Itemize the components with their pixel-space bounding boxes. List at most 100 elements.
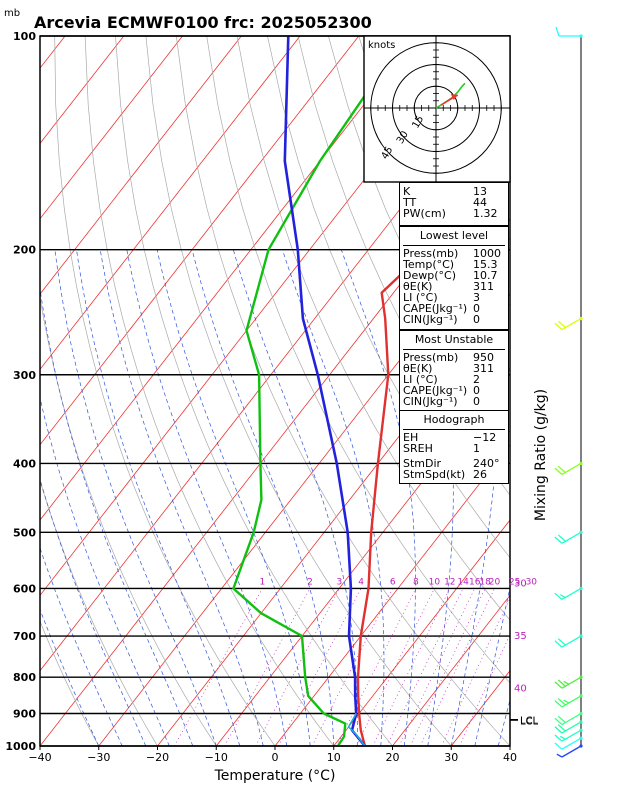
wind-barb bbox=[554, 461, 583, 476]
lowest-level-row: Dewp(°C) 10.7 bbox=[400, 270, 508, 281]
barb-dot bbox=[579, 720, 583, 724]
wind-barb bbox=[554, 711, 583, 726]
barb-dot bbox=[579, 634, 583, 638]
lcl-label: LCL bbox=[520, 716, 539, 727]
index-row: PW(cm) 1.32 bbox=[403, 207, 498, 220]
mixing-ratio-line bbox=[174, 588, 263, 746]
hodograph-stat-row: StmSpd(kt) 26 bbox=[400, 469, 508, 480]
x-tick-label: 20 bbox=[386, 751, 400, 764]
most-unstable-value: 0 bbox=[473, 384, 480, 397]
barb-feather bbox=[557, 698, 566, 706]
lowest-level-panel: Lowest level Press(mb) 1000 Temp(°C) 15.3 De… bbox=[399, 226, 509, 330]
moist-adiabat bbox=[191, 249, 335, 746]
hodograph-stats-header: Hodograph bbox=[423, 413, 485, 426]
barb-feather bbox=[557, 465, 566, 473]
moist-adiabat bbox=[450, 249, 500, 746]
x-tick-label: 30 bbox=[444, 751, 458, 764]
hodograph-stat-value: 26 bbox=[473, 468, 487, 481]
mixing-ratio-label: 25 bbox=[509, 577, 520, 587]
wind-barb bbox=[554, 530, 583, 544]
lowest-level-value: 15.3 bbox=[473, 258, 498, 271]
barb-feather bbox=[557, 534, 566, 542]
barb-feather bbox=[557, 320, 566, 329]
dry-adiabat bbox=[236, 36, 510, 621]
barb-shaft bbox=[561, 737, 582, 750]
moist-adiabat bbox=[54, 249, 217, 746]
barb-dot bbox=[579, 316, 583, 321]
lowest-level-label: Dewp(°C) bbox=[403, 269, 456, 282]
barb-feather bbox=[555, 26, 560, 37]
y-tick-label: 400 bbox=[13, 457, 36, 470]
barb-dot bbox=[579, 694, 583, 698]
y-tick-label: 800 bbox=[13, 671, 36, 684]
hodograph-stat-row: SREH 1 bbox=[400, 443, 508, 454]
y-tick-label: 700 bbox=[13, 630, 36, 643]
barb-feather bbox=[554, 467, 563, 475]
wind-barb bbox=[554, 586, 583, 601]
mixing-ratio-line bbox=[311, 588, 394, 746]
mixing-ratio-label: 10 bbox=[429, 577, 441, 587]
lowest-level-label: CAPE(Jkg⁻¹) bbox=[403, 302, 468, 315]
most-unstable-value: 2 bbox=[473, 373, 480, 386]
lowest-level-value: 10.7 bbox=[473, 269, 498, 282]
barb-feather bbox=[554, 717, 563, 725]
mixing-ratio-label: 2 bbox=[307, 577, 313, 587]
wind-barb bbox=[554, 634, 583, 648]
barb-feather bbox=[554, 726, 563, 734]
mixing-ratio-label: 6 bbox=[390, 577, 396, 587]
barb-feather bbox=[554, 640, 563, 648]
barb-feather bbox=[554, 734, 563, 742]
hodograph-unit: knots bbox=[368, 40, 395, 51]
moist-adiabat bbox=[40, 285, 194, 746]
barb-feather bbox=[557, 724, 566, 732]
mixing-ratio-label: 1 bbox=[260, 577, 266, 587]
hodograph-stat-label: StmDir bbox=[403, 457, 442, 470]
barb-feather bbox=[557, 679, 566, 687]
y-tick-label: 100 bbox=[13, 30, 36, 43]
dry-adiabat bbox=[54, 36, 276, 746]
x-tick-label: 40 bbox=[503, 751, 517, 764]
lowest-level-value: 0 bbox=[473, 313, 480, 326]
mixing-ratio-label: 4 bbox=[358, 577, 364, 587]
hodograph-stat-row: StmDir 240° bbox=[400, 458, 508, 469]
most-unstable-label: CAPE(Jkg⁻¹) bbox=[403, 384, 468, 397]
mixing-ratio-label: 20 bbox=[489, 577, 501, 587]
hodograph-stat-label: EH bbox=[403, 431, 419, 444]
lowest-level-label: LI (°C) bbox=[403, 291, 438, 304]
isotherm bbox=[40, 36, 242, 295]
mixing-ratio-label: 16 bbox=[469, 577, 481, 587]
barb-feather bbox=[559, 594, 566, 599]
lowest-level-row: CIN(Jkg⁻¹) 0 bbox=[400, 314, 508, 325]
storm-motion-arrowhead bbox=[450, 93, 458, 100]
mixing-ratio-label: 18 bbox=[479, 577, 491, 587]
barb-feather bbox=[554, 322, 563, 331]
dry-adiabat bbox=[40, 295, 217, 746]
most-unstable-header: Most Unstable bbox=[414, 333, 494, 346]
mixing-ratio-label: 14 bbox=[457, 577, 469, 587]
y-tick-label: 900 bbox=[13, 708, 36, 721]
lowest-level-value: 1000 bbox=[473, 247, 501, 260]
isotherm bbox=[0, 36, 6, 746]
dry-adiabat bbox=[115, 36, 393, 746]
x-tick-label: −40 bbox=[28, 751, 51, 764]
dry-adiabat bbox=[511, 36, 618, 746]
barb-feather bbox=[554, 700, 563, 708]
most-unstable-row: CAPE(Jkg⁻¹) 0 bbox=[400, 385, 508, 396]
x-tick-label: −20 bbox=[146, 751, 169, 764]
barb-feather bbox=[554, 536, 563, 544]
barb-dot bbox=[579, 461, 583, 466]
isotherm bbox=[274, 444, 510, 746]
moist-adiabat bbox=[410, 249, 454, 746]
barb-feather bbox=[557, 715, 566, 724]
index-row: TT 44 bbox=[403, 196, 487, 209]
wind-barb bbox=[554, 675, 583, 689]
mixing-ratio-line bbox=[386, 588, 464, 746]
moist-adiabat bbox=[232, 249, 358, 746]
lowest-level-label: θE(K) bbox=[403, 280, 433, 293]
most-unstable-panel: Most Unstable Press(mb) 950 θE(K) 311 LI (°C… bbox=[399, 330, 509, 412]
mixing-ratio-label: 3 bbox=[337, 577, 343, 587]
x-tick-label: 10 bbox=[327, 751, 341, 764]
